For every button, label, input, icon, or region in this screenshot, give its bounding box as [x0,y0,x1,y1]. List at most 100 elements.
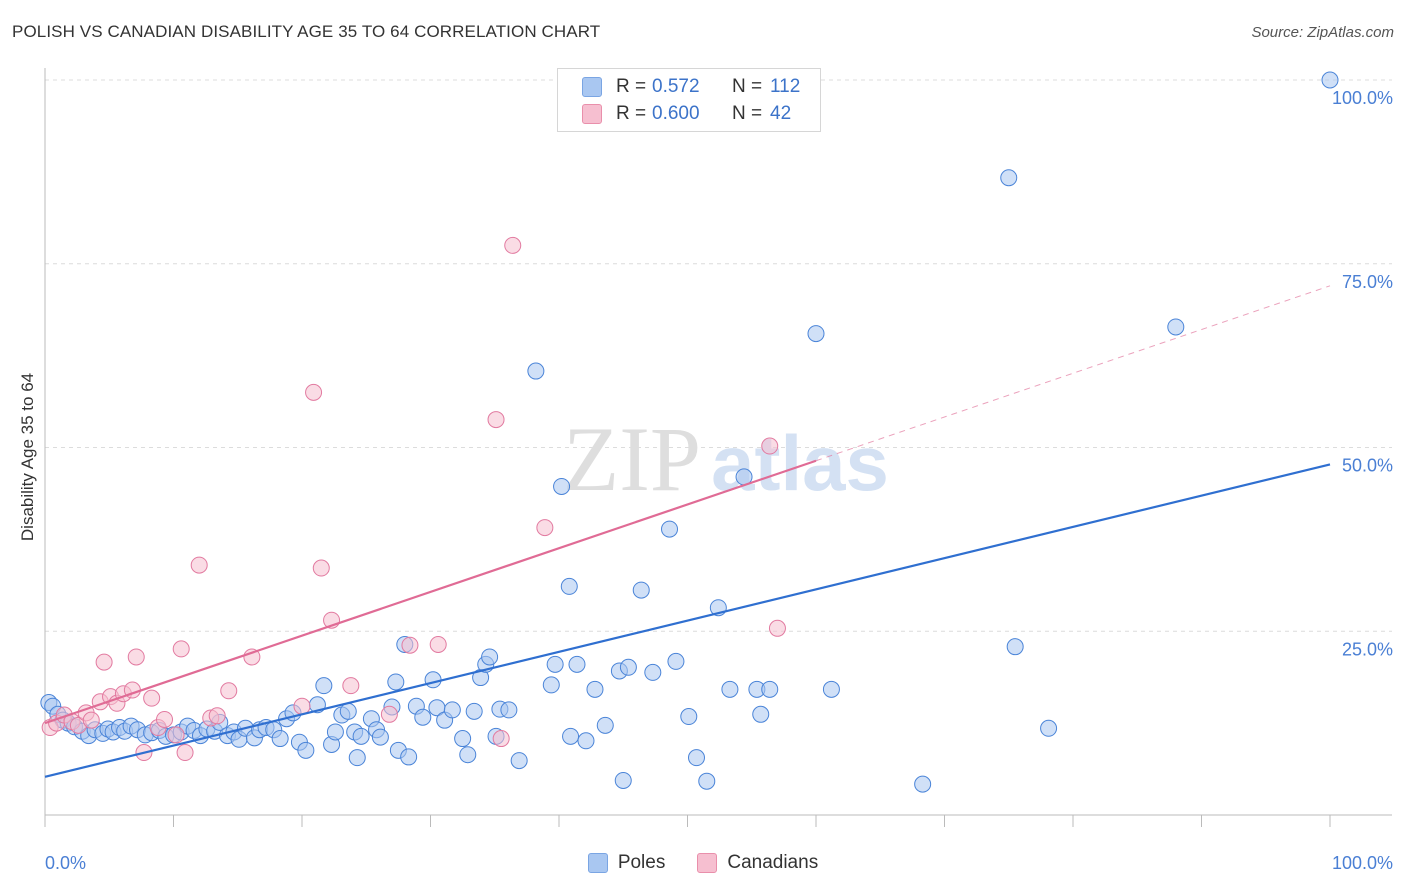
poles-point [339,702,357,720]
poles-point [315,677,333,695]
legend-swatch-poles [587,853,608,873]
poles-trend-line [44,463,1331,778]
axes [44,68,1392,827]
legend-n-key: N = [732,76,763,97]
canadians-point [82,711,100,729]
poles-point [661,520,679,538]
watermark-zip: ZIP [563,408,701,510]
poles-point [577,732,595,750]
poles-point [614,771,632,789]
poles-point [271,730,289,748]
poles-point [667,652,685,670]
poles-point [527,362,545,380]
poles-point [297,741,315,759]
stats-legend: R = 0.572 N = 112 R = 0.600 N = 42 [557,68,821,132]
legend-swatch-poles [582,77,602,97]
legend-swatch-canadians [697,853,718,873]
legend-swatch-canadians [582,104,602,124]
poles-point [644,663,662,681]
legend-row-poles: R = 0.572 N = 112 [582,75,800,99]
legend-label-canadians: Canadians [727,852,819,873]
legend-item-canadians[interactable]: Canadians [697,852,818,874]
poles-point [414,708,432,726]
trend-lines [44,285,1331,778]
canadians-point [342,677,360,695]
y-tick-label: 50.0% [1342,456,1393,476]
canadians-point [429,635,447,653]
poles-point [560,577,578,595]
data-points [40,71,1339,793]
poles-point [326,723,344,741]
poles-point [352,727,370,745]
canadians-point [401,636,419,654]
canadians-point [208,707,226,725]
canadians-point [143,689,161,707]
poles-point [443,701,461,719]
canadians-point [95,653,113,671]
poles-point [562,727,580,745]
poles-point [687,749,705,767]
legend-r-value: 0.600 [652,103,700,124]
canadians-point [190,556,208,574]
poles-point [348,749,366,767]
legend-r-key: R = [616,76,647,97]
poles-point [400,748,418,766]
y-tick-label: 100.0% [1332,88,1393,108]
watermark: ZIP atlas [563,408,889,510]
poles-point [1040,719,1058,737]
canadians-point [156,710,174,728]
canadians-point [761,437,779,455]
poles-point [510,752,528,770]
canadians-point [768,619,786,637]
poles-point [481,648,499,666]
poles-point [542,676,560,694]
poles-point [752,705,770,723]
legend-row-canadians: R = 0.600 N = 42 [582,102,791,126]
source-label: Source: ZipAtlas.com [1251,24,1394,41]
canadians-point [127,648,145,666]
poles-point [761,680,779,698]
legend-r-value: 0.572 [652,76,700,97]
poles-point [459,746,477,764]
poles-point [632,581,650,599]
poles-point [619,658,637,676]
poles-point [387,673,405,691]
canadians-point [536,519,554,537]
canadians-point [305,383,323,401]
legend-item-poles[interactable]: Poles [587,852,666,874]
poles-point [568,655,586,673]
canadians-point [312,559,330,577]
watermark-atlas: atlas [711,419,889,507]
poles-point [1167,318,1185,336]
canadians-trend-extension [815,285,1331,462]
canadians-point [487,411,505,429]
y-tick-label: 75.0% [1342,272,1393,292]
poles-point [596,716,614,734]
legend-n-value: 112 [770,76,801,97]
poles-point [546,655,564,673]
grid-lines [45,79,1392,632]
poles-point [807,325,825,343]
canadians-point [492,730,510,748]
chart-title: POLISH VS CANADIAN DISABILITY AGE 35 TO … [12,22,601,41]
canadians-point [172,640,190,658]
y-tick-label: 25.0% [1342,639,1393,659]
legend-n-key: N = [732,103,763,124]
poles-point [1006,638,1024,656]
poles-point [680,708,698,726]
canadians-point [504,236,522,254]
poles-point [586,680,604,698]
poles-point [822,680,840,698]
canadians-point [167,726,185,744]
poles-point [371,728,389,746]
series-legend: Poles Canadians [0,852,1406,874]
canadians-point [380,705,398,723]
poles-point [424,671,442,689]
poles-point [465,702,483,720]
poles-point [553,477,571,495]
poles-point [500,701,518,719]
legend-label-poles: Poles [617,852,666,873]
poles-point [914,775,932,793]
canadians-trend-line [44,459,817,725]
